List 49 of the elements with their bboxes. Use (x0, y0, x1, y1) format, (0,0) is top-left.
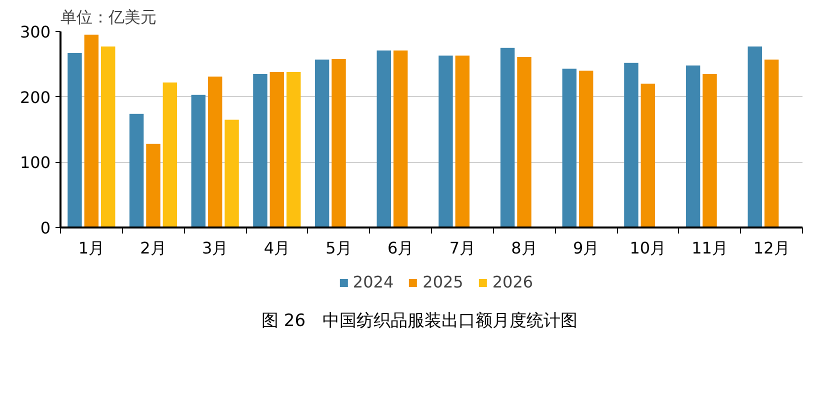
bar (640, 84, 656, 228)
bar (624, 62, 638, 228)
bar (438, 56, 453, 228)
bar (208, 76, 222, 228)
bar (764, 60, 779, 228)
bar (393, 50, 408, 228)
text: 图 26 中国纺织品服装出口额月度统计图 (261, 310, 578, 333)
bar (314, 60, 330, 228)
bar (500, 48, 515, 228)
bar (748, 46, 762, 228)
x-tick-label: 6月 (387, 238, 414, 258)
x-tick-label: 1月 (78, 238, 105, 258)
bar (84, 34, 99, 228)
bar (702, 74, 717, 228)
y-tick-label: 100 (20, 153, 51, 172)
y-tick-label: 200 (20, 88, 51, 107)
y-tick-label: 0 (40, 218, 51, 238)
x-tick-label: 3月 (202, 238, 228, 258)
bar (270, 72, 284, 228)
bar (129, 114, 144, 228)
x-tick-label: 5月 (326, 238, 352, 258)
legend-label: 2025 (422, 272, 464, 292)
legend-label: 2026 (492, 272, 534, 292)
x-tick-label: 8月 (511, 238, 538, 258)
bar (578, 70, 594, 228)
bar (517, 56, 532, 228)
bar (101, 46, 116, 228)
x-tick-label: 2月 (140, 238, 166, 258)
bar (562, 68, 576, 228)
x-tick-label: 12月 (753, 238, 790, 258)
bar (162, 82, 178, 228)
x-tick-label: 7月 (449, 238, 476, 258)
legend-label: 2024 (352, 272, 394, 292)
bar (286, 72, 301, 228)
bar (686, 65, 700, 228)
bar (191, 94, 206, 228)
x-tick-label: 11月 (692, 238, 728, 258)
bar (332, 58, 346, 228)
y-axis-title: 单位：亿美元 (60, 8, 156, 26)
bar (253, 74, 268, 228)
bar (68, 53, 82, 228)
x-tick-label: 10月 (630, 238, 666, 258)
x-tick-label: 9月 (572, 238, 600, 258)
bar (455, 56, 470, 228)
bar (146, 144, 160, 228)
bar (224, 120, 239, 228)
bar (376, 50, 391, 228)
y-tick-label: 300 (20, 22, 51, 42)
x-tick-label: 4月 (264, 238, 290, 258)
